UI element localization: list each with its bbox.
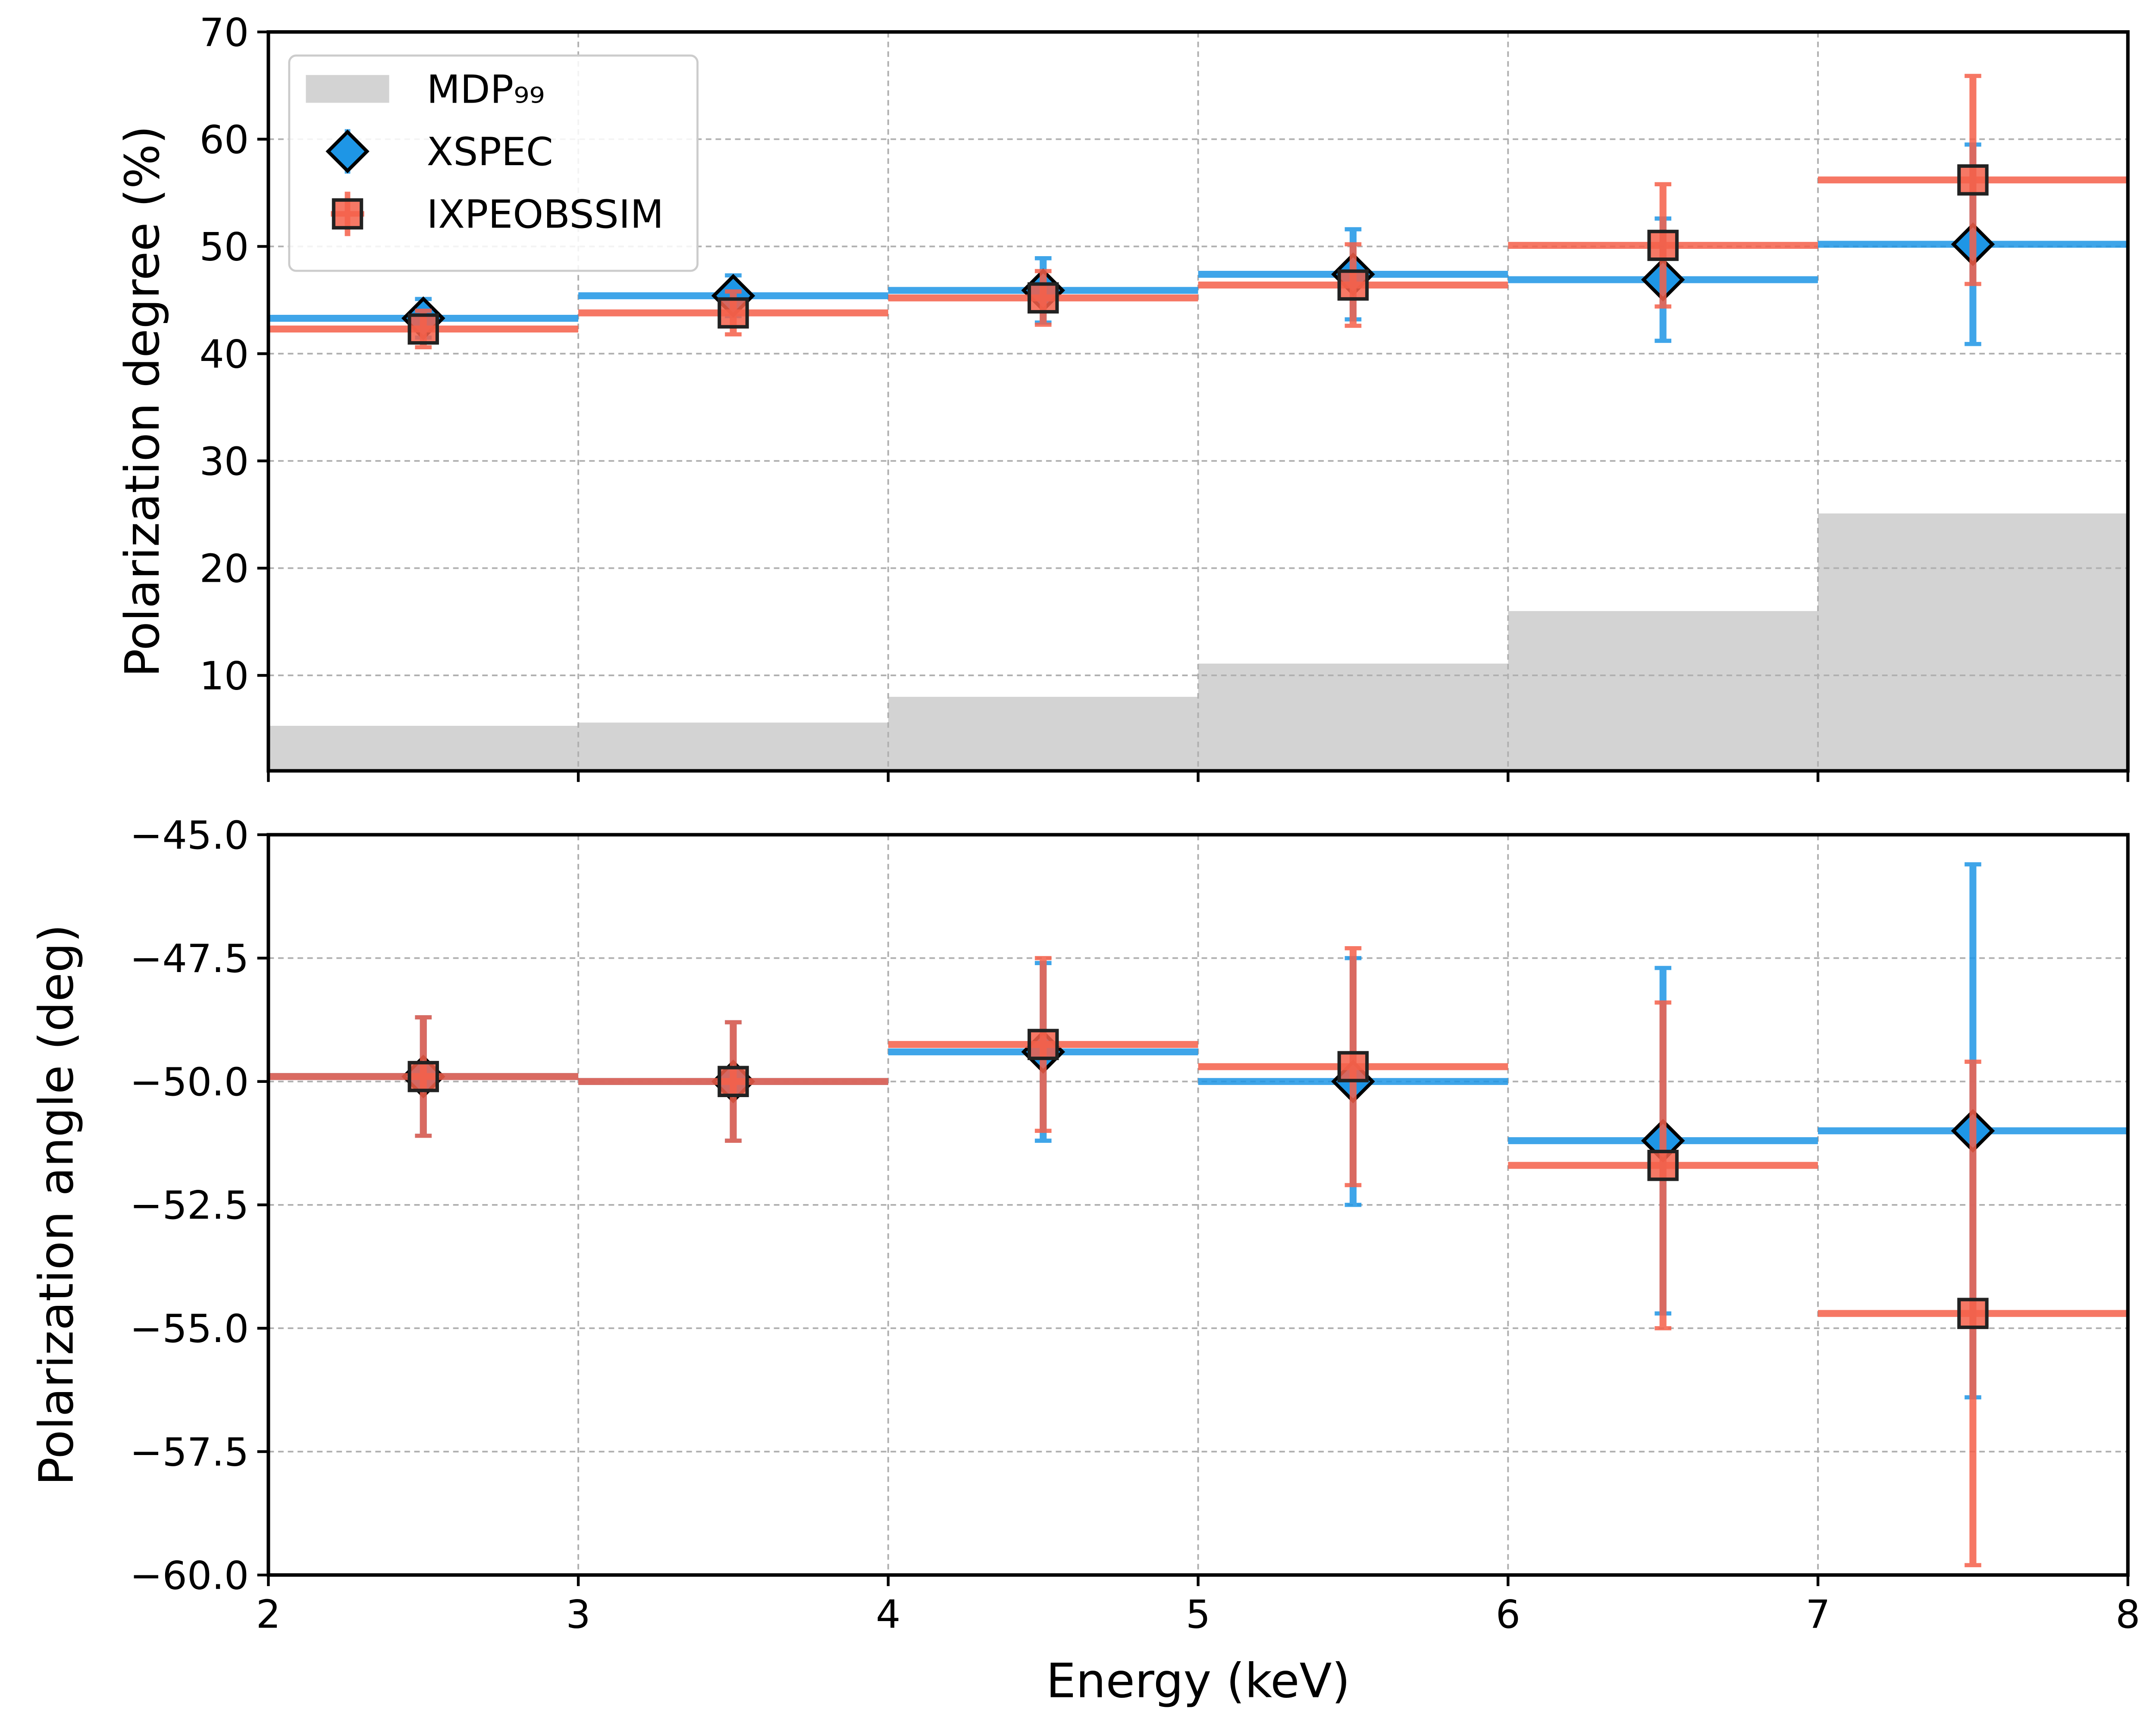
square-marker <box>1337 1051 1369 1082</box>
y-tick-label: 10 <box>200 653 249 699</box>
axes-frame <box>266 833 2130 1577</box>
y-tick-label: −52.5 <box>130 1183 249 1228</box>
x-tick-label: 6 <box>1496 1592 1520 1637</box>
square-marker <box>718 1066 749 1098</box>
y-tick-label: −55.0 <box>130 1306 249 1352</box>
diamond-marker <box>326 129 370 173</box>
square-marker <box>1647 229 1679 261</box>
square-marker <box>1027 282 1059 314</box>
y-axis-label: Polarization degree (%) <box>115 125 170 677</box>
y-tick-label: 40 <box>200 332 249 377</box>
square-marker <box>1647 1150 1679 1181</box>
legend-label: IXPEOBSSIM <box>427 192 664 237</box>
mdp-bar <box>888 696 1198 771</box>
x-tick-label: 8 <box>2115 1592 2140 1637</box>
y-tick-label: 20 <box>200 546 249 592</box>
legend-swatch <box>306 75 389 103</box>
y-tick-label: 50 <box>200 225 249 270</box>
mdp-bar <box>1818 513 2128 771</box>
legend-box <box>288 54 699 272</box>
y-tick-label: −50.0 <box>130 1060 249 1105</box>
y-tick-label: −60.0 <box>130 1553 249 1598</box>
mdp-bar <box>1508 611 1818 771</box>
y-tick-label: 30 <box>200 439 249 484</box>
mdp-bar <box>268 725 579 771</box>
y-tick-label: −45.0 <box>130 813 249 858</box>
x-tick-label: 3 <box>566 1592 590 1637</box>
y-tick-label: −57.5 <box>130 1430 249 1475</box>
y-tick-label: 70 <box>200 10 249 55</box>
y-tick-label: 60 <box>200 117 249 163</box>
legend-label: MDP₉₉ <box>427 67 545 112</box>
x-axis-label: Energy (keV) <box>1046 1653 1350 1709</box>
mdp-bar <box>578 722 888 771</box>
x-tick-label: 4 <box>876 1592 900 1637</box>
axes-frame <box>266 30 2130 773</box>
square-marker <box>407 313 439 345</box>
x-tick-label: 7 <box>1805 1592 1830 1637</box>
square-marker <box>718 297 749 329</box>
square-marker <box>1957 1298 1989 1329</box>
y-axis-label: Polarization angle (deg) <box>28 924 84 1486</box>
mdp-bar <box>1198 663 1508 771</box>
x-tick-label: 5 <box>1186 1592 1210 1637</box>
square-marker <box>1337 269 1369 301</box>
square-marker <box>1027 1029 1059 1060</box>
square-marker <box>407 1061 439 1092</box>
legend-label: XSPEC <box>427 129 553 175</box>
y-tick-label: −47.5 <box>130 936 249 982</box>
square-marker <box>332 198 364 230</box>
square-marker <box>1957 164 1989 196</box>
x-tick-label: 2 <box>256 1592 281 1637</box>
